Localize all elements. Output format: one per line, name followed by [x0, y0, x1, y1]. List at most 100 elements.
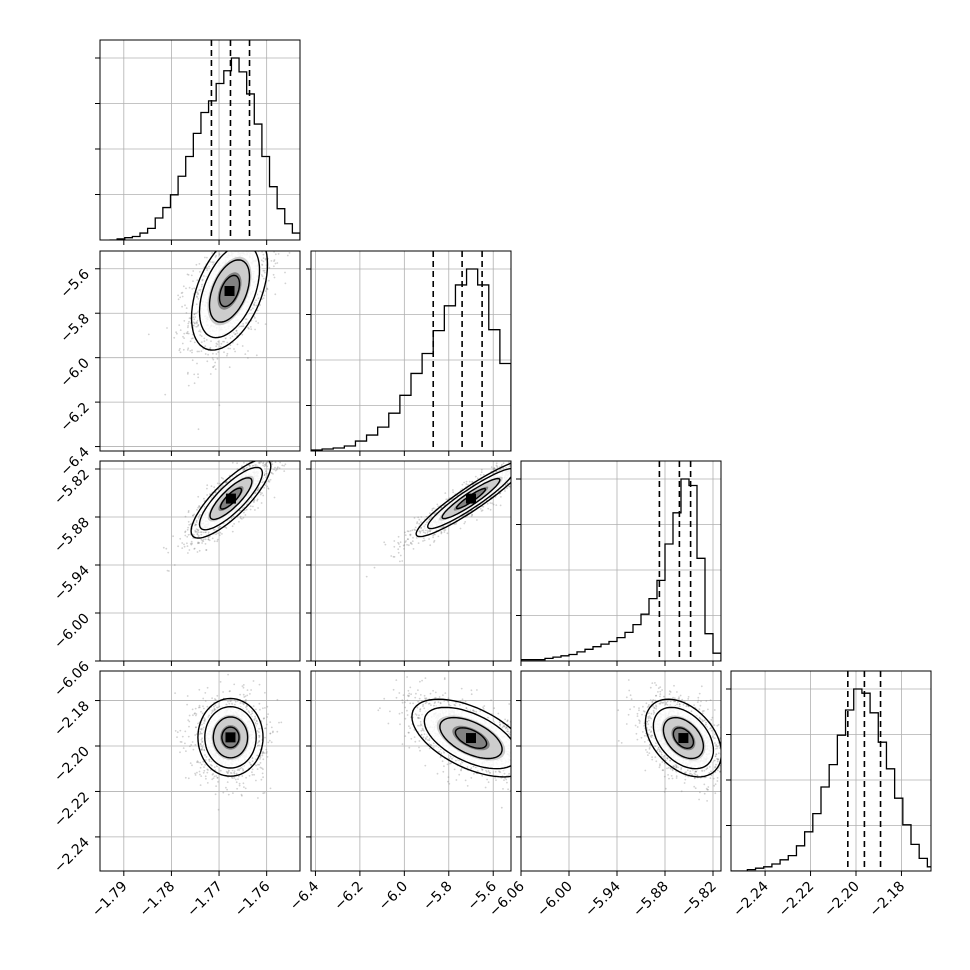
- scatter-point: [214, 491, 217, 494]
- scatter-point: [204, 543, 207, 545]
- scatter-point: [190, 540, 193, 543]
- scatter-point: [248, 243, 250, 245]
- scatter-point: [420, 527, 422, 529]
- panel-frame: [99, 250, 301, 452]
- scatter-point: [393, 556, 396, 558]
- scatter-point: [206, 768, 209, 771]
- scatter-point: [243, 468, 246, 470]
- scatter-point: [515, 484, 517, 486]
- scatter-point: [254, 509, 256, 511]
- scatter-point: [527, 457, 529, 459]
- scatter-point: [514, 458, 516, 460]
- scatter-point: [422, 537, 425, 539]
- histogram-step-line: [731, 688, 931, 871]
- scatter-point: [258, 736, 261, 739]
- scatter-point: [519, 457, 521, 459]
- scatter-point: [240, 243, 242, 245]
- scatter-point: [461, 483, 464, 486]
- scatter-point: [198, 505, 201, 507]
- scatter-point: [208, 539, 211, 542]
- scatter-point: [211, 357, 214, 359]
- scatter-point: [443, 531, 446, 533]
- scatter-point: [238, 769, 241, 772]
- scatter-point: [236, 462, 239, 465]
- scatter-point: [204, 256, 206, 259]
- scatter-point: [212, 366, 215, 369]
- scatter-point: [257, 230, 259, 232]
- scatter-point: [273, 468, 275, 471]
- scatter-point: [493, 467, 496, 470]
- scatter-point: [218, 253, 221, 256]
- scatter-point: [286, 254, 289, 257]
- scatter-point: [197, 292, 199, 295]
- scatter-point: [281, 464, 284, 467]
- histogram-step-line: [521, 478, 721, 661]
- scatter-point: [272, 442, 274, 444]
- scatter-point: [523, 443, 525, 445]
- panel-frame: [99, 39, 301, 241]
- scatter-point: [177, 294, 180, 297]
- scatter-point: [206, 484, 209, 487]
- scatter-point: [215, 342, 218, 345]
- scatter-point: [224, 481, 227, 484]
- scatter-point: [261, 233, 263, 235]
- scatter-point: [226, 481, 228, 483]
- scatter-point: [245, 698, 247, 701]
- scatter-point: [288, 252, 291, 254]
- scatter-point: [227, 700, 229, 703]
- scatter-point: [413, 528, 416, 531]
- scatter-point: [269, 787, 272, 790]
- scatter-point: [260, 241, 262, 243]
- scatter-point: [251, 307, 254, 310]
- scatter-point: [253, 499, 256, 501]
- scatter-point: [197, 534, 200, 537]
- scatter-point: [258, 440, 260, 442]
- scatter-point: [201, 737, 204, 740]
- scatter-point: [247, 246, 249, 248]
- scatter-point: [463, 522, 466, 525]
- scatter-point: [198, 541, 201, 544]
- scatter-point: [193, 547, 196, 550]
- scatter-point: [470, 515, 473, 518]
- scatter-point: [200, 533, 203, 536]
- scatter-point: [459, 527, 462, 530]
- scatter-point: [192, 514, 194, 517]
- scatter-point: [543, 459, 545, 461]
- scatter-point: [252, 680, 255, 682]
- scatter-point: [270, 453, 272, 455]
- scatter-point: [530, 468, 532, 470]
- scatter-point: [515, 456, 517, 458]
- scatter-point: [244, 695, 247, 698]
- scatter-point: [242, 323, 245, 325]
- scatter-point: [528, 451, 530, 453]
- scatter-point: [204, 353, 207, 355]
- histogram-step-line: [109, 57, 300, 240]
- scatter-point: [227, 236, 229, 238]
- scatter-point: [278, 454, 280, 456]
- scatter-point: [455, 522, 457, 525]
- contour-line: [219, 487, 243, 510]
- scatter-point: [241, 217, 243, 219]
- scatter-point: [194, 774, 197, 776]
- scatter-point: [204, 754, 206, 756]
- scatter-point: [480, 510, 483, 512]
- scatter-point: [206, 360, 209, 363]
- scatter-point: [193, 325, 195, 327]
- scatter-point: [234, 700, 237, 703]
- scatter-point: [244, 514, 247, 516]
- scatter-point: [267, 209, 269, 211]
- scatter-point: [231, 777, 234, 779]
- scatter-point: [486, 502, 489, 505]
- scatter-point: [207, 538, 210, 541]
- scatter-point: [202, 538, 205, 541]
- scatter-point: [254, 715, 256, 718]
- scatter-point: [255, 720, 258, 723]
- panel-frame: [310, 250, 512, 452]
- scatter-point: [199, 773, 201, 776]
- scatter-point: [216, 706, 218, 709]
- scatter-point: [207, 716, 210, 718]
- scatter-point: [190, 337, 193, 340]
- scatter-point: [418, 530, 421, 533]
- histogram-panel-1: [311, 251, 511, 451]
- scatter-point: [264, 707, 266, 709]
